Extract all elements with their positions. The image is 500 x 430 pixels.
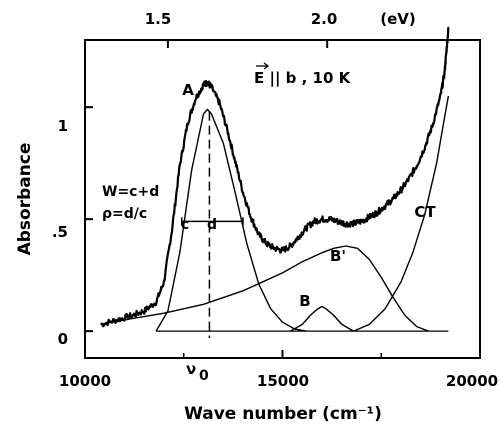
series-curves	[100, 26, 450, 332]
axis-ticks	[84, 40, 481, 358]
y-tick-label-0.5: .5	[52, 223, 68, 241]
field-condition-label: E || b , 10 K	[254, 69, 352, 88]
y-tick-label-0: 0	[58, 330, 68, 348]
x-tick-label-10000: 10000	[59, 372, 111, 390]
e-vector-arrowhead	[263, 62, 270, 70]
x-axis-label: Wave number (cm⁻¹)	[184, 404, 382, 424]
width-formula: W=c+d	[102, 184, 159, 200]
measured-spectrum-line	[100, 26, 450, 328]
component-b-line	[290, 305, 354, 332]
annotation-marks	[181, 62, 270, 338]
y-axis-label: Absorbance	[15, 143, 35, 256]
rho-formula: ρ=d/c	[102, 206, 147, 222]
d-label: d	[207, 217, 217, 233]
x-tick-label-15000: 15000	[257, 372, 309, 390]
band-ct-label: CT	[414, 203, 436, 221]
c-label: c	[181, 217, 189, 233]
component-a-line	[155, 108, 307, 332]
y-tick-label-1: 1	[58, 117, 68, 135]
band-b-label: B	[299, 292, 310, 310]
nu0-label: ν	[186, 360, 196, 378]
component-ct-line	[353, 95, 450, 332]
peak-a-label: A	[182, 81, 194, 99]
top-axis-unit-label: (eV)	[380, 10, 416, 28]
top-tick-label-2.0: 2.0	[311, 10, 338, 28]
nu0-subscript: 0	[199, 368, 209, 384]
component-bprime-line	[100, 245, 429, 332]
band-bprime-label: B'	[330, 247, 346, 265]
x-tick-label-20000: 20000	[446, 372, 498, 390]
top-tick-label-1.5: 1.5	[145, 10, 172, 28]
